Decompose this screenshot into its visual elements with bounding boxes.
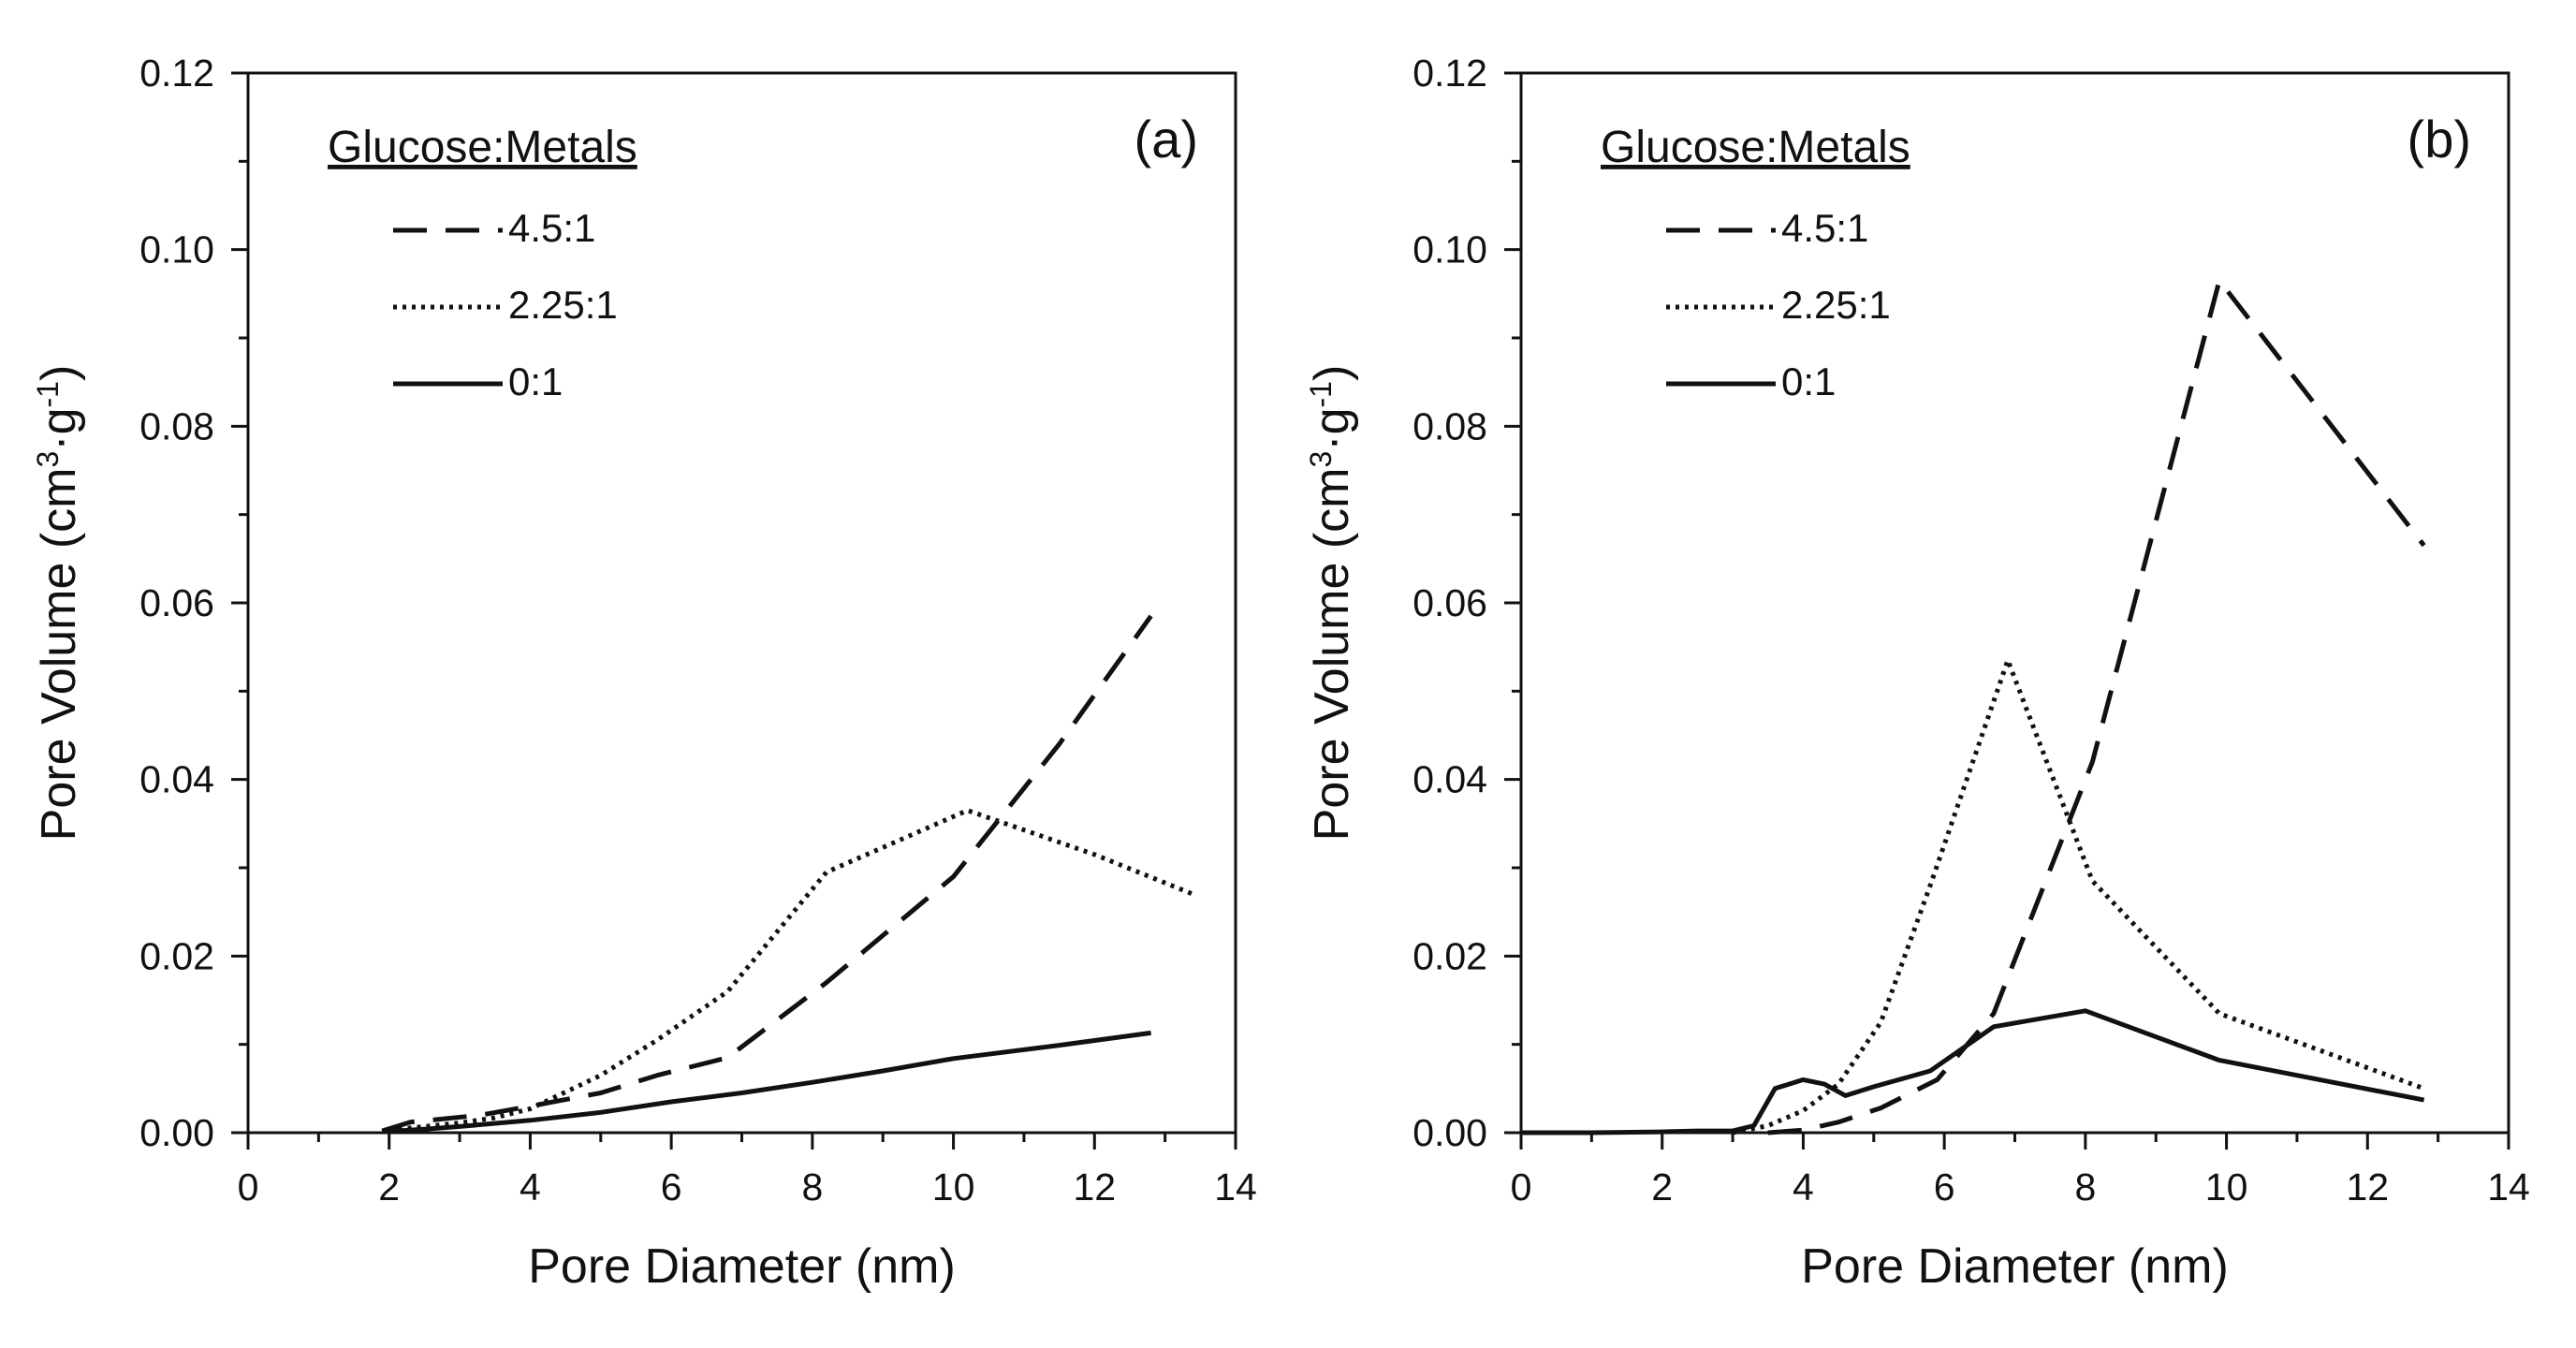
x-tick-label: 2 [1651,1165,1673,1209]
y-tick-label: 0.08 [139,404,214,447]
y-axis-title-superscript: -1 [1304,381,1338,407]
series-2-25-1 [388,808,1194,1133]
legend: Glucose:Metals 4.5:1 2.25:1 0:1 [1601,123,1910,403]
legend-label: 2.25:1 [1781,283,1891,327]
panel-label: (a) [1134,110,1198,168]
series-2-25-1 [1732,657,2425,1136]
y-tick-label: 0.06 [139,581,214,624]
series-0-1 [382,1030,1151,1135]
series-line [382,1030,1151,1135]
panel-b: 0 2 4 6 8 10 12 14 0.00 0.02 0.04 0.06 0.08 0.10 0.12 P… [1304,51,2530,1294]
series-0-1 [1521,1008,2425,1136]
legend-title: Glucose:Metals [1601,123,1910,172]
x-tick-label: 6 [661,1165,682,1209]
x-tick-label: 8 [2074,1165,2096,1209]
y-tick-label: 0.06 [1412,581,1487,624]
y-axis-title-superscript: 3 [31,451,65,468]
series-4-5-1 [1767,278,2426,1136]
legend-label: 2.25:1 [508,283,618,327]
x-tick-label: 8 [801,1165,823,1209]
y-axis-title-part: ·g [32,407,86,450]
series-line [1767,278,2426,1136]
x-tick-label: 10 [2205,1165,2248,1209]
y-axis-title-part: ) [32,365,86,381]
y-tick-label: 0.00 [139,1111,214,1154]
series-line [1732,657,2425,1136]
x-tick-label: 6 [1934,1165,1955,1209]
x-tick-label: 4 [1793,1165,1814,1209]
y-tick-label: 0.12 [139,51,214,95]
y-tick-label: 0.08 [1412,404,1487,447]
y-tick-label: 0.10 [1412,228,1487,271]
y-axis-title-superscript: -1 [31,381,65,407]
legend-label: 0:1 [1781,359,1836,403]
y-axis-title: Pore Volume (cm3·g-1) [31,365,86,842]
legend-title: Glucose:Metals [328,123,637,172]
y-tick-label: 0.02 [139,934,214,977]
series-line [1521,1008,2425,1136]
x-tick-label: 12 [1073,1165,1116,1209]
panel-label: (b) [2408,110,2471,168]
x-tick-label: 0 [1511,1165,1532,1209]
x-axis-title: Pore Diameter (nm) [1801,1239,2229,1294]
y-tick-label: 0.04 [139,758,214,801]
x-tick-label: 10 [932,1165,975,1209]
x-axis-title: Pore Diameter (nm) [528,1239,956,1294]
series-line [388,808,1194,1133]
x-tick-label: 14 [2487,1165,2530,1209]
legend-label: 4.5:1 [1781,206,1868,250]
y-tick-label: 0.00 [1412,1111,1487,1154]
x-tick-label: 2 [378,1165,400,1209]
y-axis-title: Pore Volume (cm3·g-1) [1304,365,1359,842]
legend-label: 4.5:1 [508,206,595,250]
legend-label: 0:1 [508,359,563,403]
legend: Glucose:Metals 4.5:1 2.25:1 0:1 [328,123,637,403]
y-tick-label: 0.04 [1412,758,1487,801]
y-axis-title-part: ) [1305,365,1359,381]
series-line [381,614,1153,1134]
y-tick-label: 0.12 [1412,51,1487,95]
series-4-5-1 [381,614,1153,1134]
y-axis-title-part: Pore Volume (cm [1305,468,1359,842]
panel-a: 0 2 4 6 8 10 12 14 0.00 0.02 0.04 0.06 0.08 0.10 0.12 P… [31,51,1257,1294]
y-axis-title-part: ·g [1305,407,1359,450]
x-tick-label: 4 [520,1165,541,1209]
x-tick-label: 14 [1214,1165,1257,1209]
x-tick-label: 12 [2346,1165,2389,1209]
y-axis-title-part: Pore Volume (cm [32,468,86,842]
y-tick-label: 0.10 [139,228,214,271]
y-axis-title-superscript: 3 [1304,451,1338,468]
y-tick-label: 0.02 [1412,934,1487,977]
x-tick-label: 0 [238,1165,259,1209]
